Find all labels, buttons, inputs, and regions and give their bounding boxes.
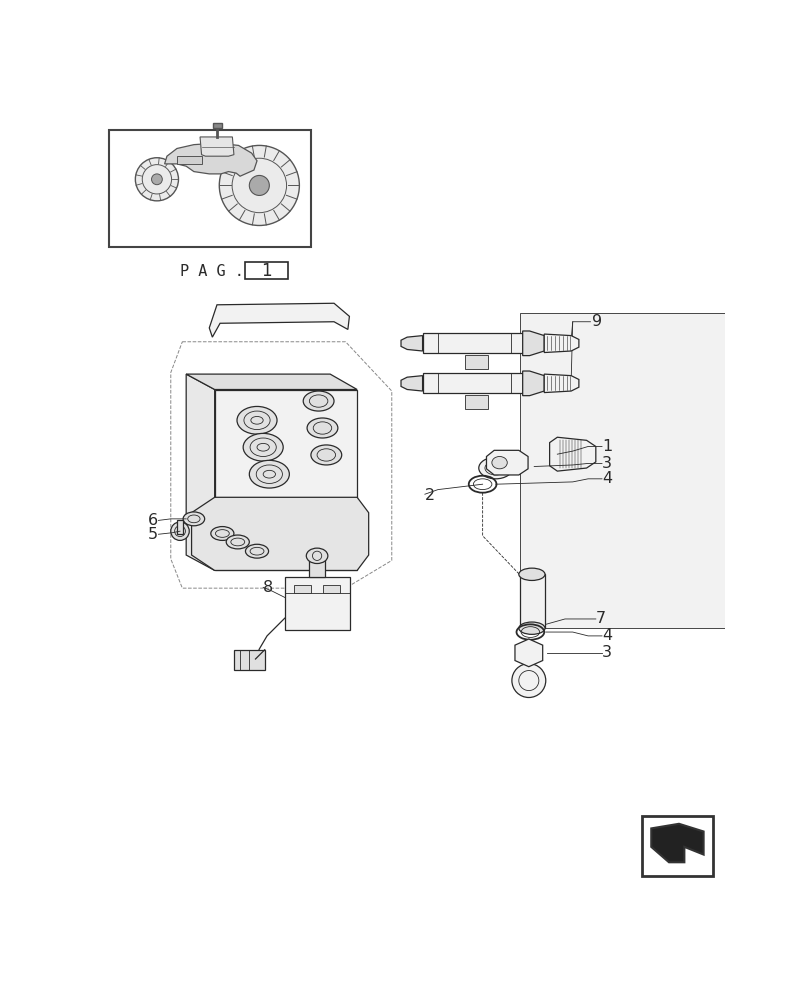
Text: 9: 9: [592, 314, 602, 329]
Polygon shape: [186, 374, 215, 570]
Bar: [177, 520, 183, 534]
Circle shape: [219, 145, 300, 225]
Ellipse shape: [307, 418, 338, 438]
Polygon shape: [486, 450, 528, 475]
Bar: [246, 262, 288, 279]
Polygon shape: [515, 639, 543, 667]
Text: 3: 3: [602, 456, 612, 471]
Polygon shape: [545, 374, 579, 393]
Polygon shape: [200, 137, 234, 156]
Polygon shape: [191, 497, 368, 570]
Polygon shape: [651, 824, 704, 862]
Text: 7: 7: [595, 611, 606, 626]
Ellipse shape: [303, 391, 334, 411]
Bar: [520, 574, 545, 628]
Text: 2: 2: [425, 488, 435, 503]
Polygon shape: [523, 331, 545, 356]
Bar: [465, 355, 488, 369]
Text: 5: 5: [148, 527, 158, 542]
Ellipse shape: [492, 456, 507, 469]
Polygon shape: [523, 371, 545, 396]
Bar: [309, 556, 325, 577]
Bar: [642, 816, 713, 876]
Ellipse shape: [226, 535, 250, 549]
Polygon shape: [423, 373, 523, 393]
Ellipse shape: [243, 433, 283, 461]
Circle shape: [136, 158, 179, 201]
Circle shape: [250, 175, 269, 195]
Text: 1: 1: [602, 439, 612, 454]
Ellipse shape: [519, 622, 545, 634]
Polygon shape: [549, 437, 595, 471]
Bar: [213, 123, 221, 128]
Circle shape: [512, 664, 545, 698]
Bar: [294, 585, 311, 593]
Polygon shape: [209, 303, 349, 337]
Text: 4: 4: [602, 471, 612, 486]
Text: 3: 3: [602, 645, 612, 660]
Ellipse shape: [311, 445, 342, 465]
Circle shape: [170, 522, 189, 540]
Polygon shape: [177, 156, 201, 164]
Circle shape: [152, 174, 162, 185]
Ellipse shape: [211, 527, 234, 540]
Polygon shape: [401, 376, 423, 391]
Polygon shape: [401, 336, 423, 351]
Ellipse shape: [237, 406, 277, 434]
Text: 4: 4: [602, 628, 612, 643]
Ellipse shape: [479, 457, 512, 479]
Bar: [284, 577, 350, 630]
Polygon shape: [186, 374, 357, 389]
Text: 6: 6: [148, 513, 158, 528]
Bar: [234, 650, 265, 670]
Text: P A G .: P A G .: [180, 264, 244, 279]
Polygon shape: [423, 333, 523, 353]
Polygon shape: [215, 389, 357, 570]
Polygon shape: [545, 334, 579, 353]
Text: 8: 8: [263, 580, 273, 595]
Bar: [520, 312, 808, 628]
Bar: [323, 585, 340, 593]
Bar: [109, 130, 311, 247]
Ellipse shape: [306, 548, 328, 564]
Ellipse shape: [246, 544, 268, 558]
Ellipse shape: [519, 568, 545, 580]
Ellipse shape: [250, 460, 289, 488]
Bar: [465, 395, 488, 409]
Text: 1: 1: [261, 262, 272, 280]
Ellipse shape: [183, 512, 204, 526]
Polygon shape: [165, 143, 257, 176]
